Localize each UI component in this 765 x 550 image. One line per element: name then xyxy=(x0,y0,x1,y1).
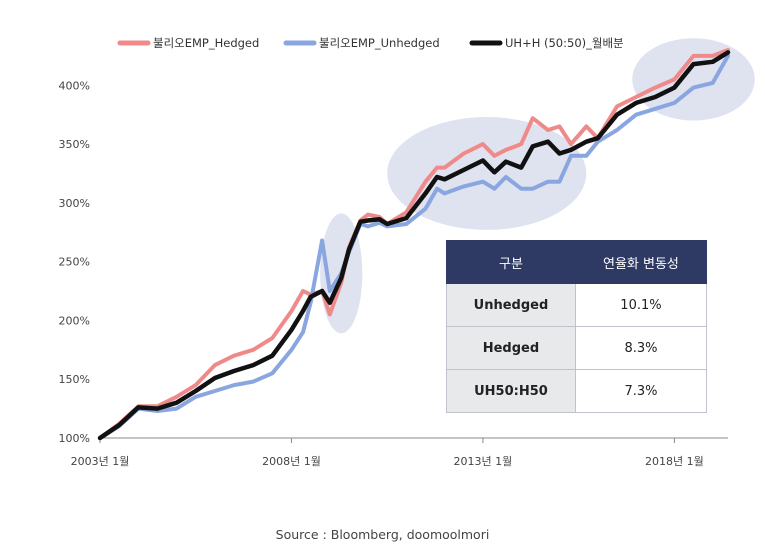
table-row-value: 10.1% xyxy=(574,283,708,327)
y-tick-label: 150% xyxy=(59,373,90,386)
y-tick-label: 250% xyxy=(59,256,90,269)
x-tick-label: 2003년 1월 xyxy=(71,455,130,468)
legend-label-unhedged: 불리오EMP_Unhedged xyxy=(319,36,440,50)
legend-label-hedged: 불리오EMP_Hedged xyxy=(153,36,259,50)
y-tick-label: 350% xyxy=(59,138,90,151)
x-tick-label: 2013년 1월 xyxy=(454,455,513,468)
y-tick-label: 300% xyxy=(59,197,90,210)
y-tick-label: 200% xyxy=(59,314,90,327)
y-tick-label: 100% xyxy=(59,432,90,445)
x-tick-label: 2018년 1월 xyxy=(645,455,704,468)
table-row: Hedged 8.3% xyxy=(446,326,708,370)
y-tick-label: 400% xyxy=(59,79,90,92)
table-header-row: 구분 연율화 변동성 xyxy=(446,240,708,284)
series-lines xyxy=(97,48,731,441)
table-header-category: 구분 xyxy=(446,240,576,284)
legend: 불리오EMP_Hedged 불리오EMP_Unhedged UH+H (50:50)… xyxy=(117,36,624,50)
source-caption: Source : Bloomberg, doomoolmori xyxy=(275,527,490,542)
table-row: UH50:H50 7.3% xyxy=(446,369,708,413)
series-line-unhedged xyxy=(98,53,730,440)
table-header-volatility: 연율화 변동성 xyxy=(574,240,708,284)
table-row: Unhedged 10.1% xyxy=(446,283,708,327)
series-line-mix xyxy=(97,50,731,441)
legend-label-mix: UH+H (50:50)_월배분 xyxy=(505,36,624,50)
table-row-label: UH50:H50 xyxy=(446,369,576,413)
table-row-label: Hedged xyxy=(446,326,576,370)
volatility-table: 구분 연율화 변동성 Unhedged 10.1% Hedged 8.3% UH… xyxy=(446,240,708,413)
table-row-value: 8.3% xyxy=(574,326,708,370)
table-row-label: Unhedged xyxy=(446,283,576,327)
x-tick-label: 2008년 1월 xyxy=(262,455,321,468)
x-ticks: 2003년 1월 2008년 1월 2013년 1월 2018년 1월 xyxy=(71,438,704,468)
table-row-value: 7.3% xyxy=(574,369,708,413)
y-ticks: 100% 150% 200% 250% 300% 350% 400% xyxy=(59,79,90,445)
